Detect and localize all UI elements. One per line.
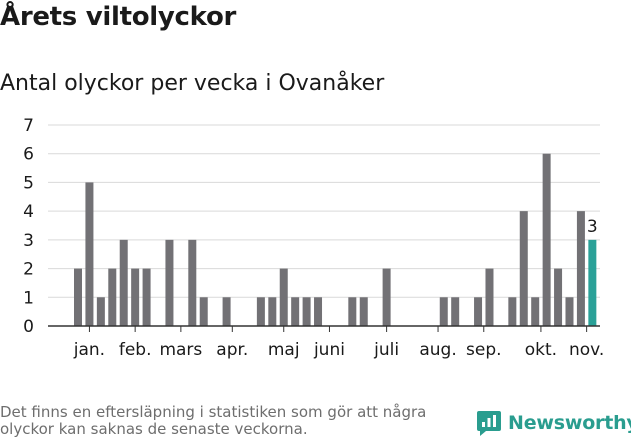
bar-highlight <box>588 239 597 326</box>
bar <box>531 297 540 326</box>
bar <box>131 268 140 326</box>
x-tick-label: aug. <box>419 340 456 360</box>
bar <box>85 182 94 326</box>
chart-title: Årets viltolyckor <box>0 2 237 32</box>
bar <box>165 239 174 326</box>
x-tick-label: okt. <box>525 340 557 360</box>
bar <box>268 297 277 326</box>
bar <box>439 297 448 326</box>
newsworthy-logo-icon <box>477 411 501 436</box>
brand-logo[interactable]: Newsworthy <box>476 408 631 438</box>
x-tick-label: jan. <box>73 340 105 360</box>
bar <box>485 268 494 326</box>
bar <box>314 297 323 326</box>
chart-subtitle: Antal olyckor per vecka i Ovanåker <box>0 71 385 96</box>
gridlines <box>48 124 600 298</box>
bar <box>474 297 483 326</box>
y-tick-label: 3 <box>23 231 34 251</box>
y-axis-ticks: 0 1 2 3 4 5 6 7 <box>23 116 34 337</box>
bar <box>188 239 197 326</box>
x-tick-label: apr. <box>216 340 248 360</box>
bar <box>508 297 517 326</box>
brand-name: Newsworthy <box>508 412 631 434</box>
x-tick-label: juli <box>373 340 399 360</box>
bar <box>199 297 208 326</box>
footnote: Det finns en eftersläpning i statistiken… <box>0 403 427 438</box>
data-label-last-week: 3 <box>587 217 598 237</box>
bar <box>565 297 574 326</box>
y-tick-label: 5 <box>23 173 34 193</box>
y-tick-label: 7 <box>23 116 34 136</box>
bar <box>382 268 391 326</box>
bar <box>119 239 128 326</box>
bar <box>451 297 460 326</box>
data-labels: 3 <box>587 217 598 237</box>
bar <box>359 297 368 326</box>
bar <box>142 268 151 326</box>
bar <box>222 297 231 326</box>
y-tick-label: 4 <box>23 202 34 222</box>
x-tick-label: nov. <box>569 340 604 360</box>
x-tick-label: feb. <box>119 340 152 360</box>
bar <box>291 297 300 326</box>
bar <box>108 268 117 326</box>
x-tick-label: sep. <box>466 340 502 360</box>
bar <box>256 297 265 326</box>
bar-chart: 0 1 2 3 4 5 6 7 jan. feb. mars apr. maj juni juli aug.… <box>23 116 604 360</box>
bar <box>348 297 357 326</box>
bar <box>279 268 288 326</box>
x-tick-label: mars <box>159 340 202 360</box>
y-tick-label: 1 <box>23 288 34 308</box>
x-tick-label: maj <box>268 340 300 360</box>
bar <box>542 153 551 326</box>
x-tick-label: juni <box>313 340 345 360</box>
bar <box>576 211 585 326</box>
y-tick-label: 0 <box>23 317 34 337</box>
bar <box>519 211 528 326</box>
bar <box>302 297 311 326</box>
y-tick-label: 6 <box>23 145 34 165</box>
bar <box>74 268 82 326</box>
bar <box>96 297 105 326</box>
x-axis-ticks: jan. feb. mars apr. maj juni juli aug. sep. okt. n… <box>73 326 604 360</box>
bars <box>74 153 597 326</box>
bar <box>554 268 563 326</box>
y-tick-label: 2 <box>23 260 34 280</box>
